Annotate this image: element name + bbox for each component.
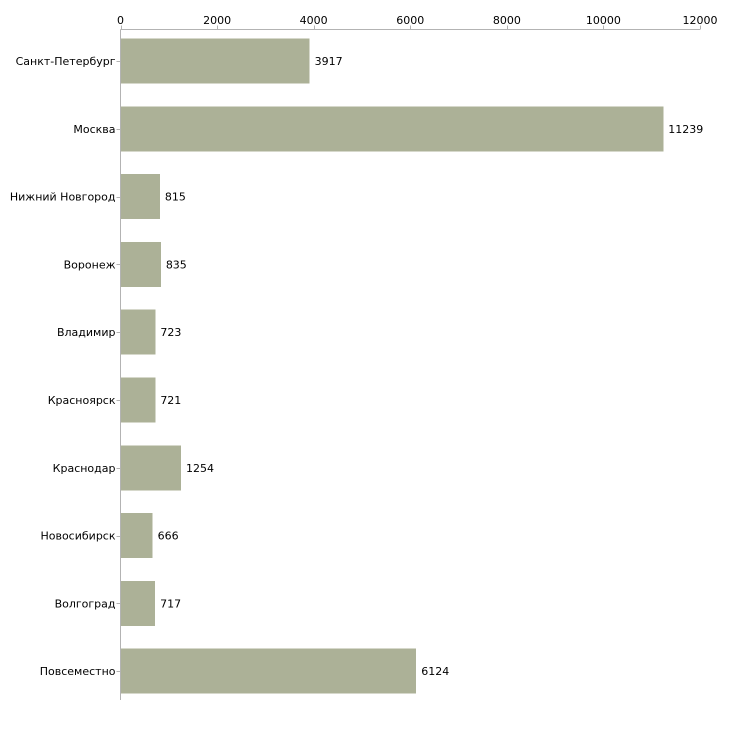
value-label-7: 666: [158, 530, 179, 543]
value-label-3: 835: [166, 258, 187, 271]
category-label-9: Повсеместно: [40, 665, 116, 678]
category-label-0: Санкт-Петербург: [16, 55, 116, 68]
bars-layer: [120, 38, 664, 694]
value-label-2: 815: [165, 191, 186, 204]
value-label-4: 723: [160, 326, 181, 339]
category-label-1: Москва: [73, 123, 115, 136]
labels-layer: 3917 Санкт-Петербург 11239 Москва 815 Нижний …: [10, 14, 718, 678]
bar-1: [120, 106, 664, 152]
value-label-8: 717: [160, 597, 181, 610]
category-label-5: Красноярск: [48, 394, 116, 407]
value-label-5: 721: [160, 394, 181, 407]
category-label-7: Новосибирск: [40, 530, 115, 543]
bar-2: [120, 174, 160, 220]
value-label-6: 1254: [186, 462, 214, 475]
value-label-9: 6124: [421, 665, 449, 678]
category-label-8: Волгоград: [55, 597, 116, 610]
category-label-3: Воронеж: [64, 258, 116, 271]
bar-5: [120, 377, 156, 423]
bar-9: [120, 648, 417, 694]
x-tick-label-6: 12000: [683, 14, 718, 27]
bar-6: [120, 445, 182, 491]
category-label-6: Краснодар: [53, 462, 116, 475]
category-label-2: Нижний Новгород: [10, 191, 116, 204]
category-label-4: Владимир: [57, 326, 116, 339]
bar-0: [120, 38, 310, 84]
value-label-1: 11239: [668, 123, 703, 136]
bar-3: [120, 241, 161, 287]
x-tick-label-1: 2000: [203, 14, 231, 27]
x-tick-label-4: 8000: [493, 14, 521, 27]
bar-8: [120, 580, 156, 626]
x-tick-label-0: 0: [117, 14, 124, 27]
x-tick-label-5: 10000: [586, 14, 621, 27]
value-label-0: 3917: [315, 55, 343, 68]
bar-4: [120, 309, 156, 355]
x-tick-label-2: 4000: [300, 14, 328, 27]
bar-7: [120, 513, 153, 559]
axes-layer: [116, 25, 701, 700]
x-tick-label-3: 6000: [396, 14, 424, 27]
